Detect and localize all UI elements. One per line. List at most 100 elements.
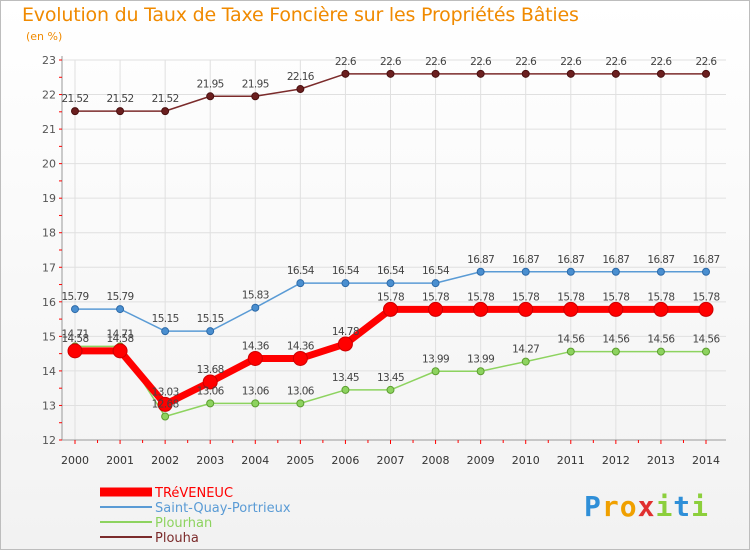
data-label: 16.87	[512, 254, 539, 266]
data-label: 21.52	[152, 93, 179, 105]
data-label: 22.16	[287, 71, 315, 83]
logo-letter: r	[601, 490, 620, 523]
data-label: 21.52	[61, 93, 88, 105]
data-label: 14.36	[287, 340, 315, 352]
data-label: 22.6	[605, 56, 627, 68]
data-point	[296, 279, 305, 288]
data-point	[476, 367, 485, 376]
data-label: 15.78	[467, 291, 494, 303]
data-label: 13.99	[422, 353, 449, 365]
x-tick-label: 2011	[557, 454, 585, 467]
logo-letter: i	[691, 490, 710, 523]
data-point	[206, 92, 215, 101]
data-label: 16.54	[332, 265, 360, 277]
data-label: 14.56	[602, 334, 630, 346]
logo-letter: t	[673, 490, 692, 523]
data-point	[251, 399, 260, 408]
y-tick-label: 16	[42, 296, 56, 309]
y-tick-label: 17	[42, 261, 56, 274]
data-label: 14.71	[107, 328, 134, 340]
data-label: 15.79	[107, 291, 134, 303]
data-point	[656, 69, 665, 78]
y-tick-label: 18	[42, 227, 56, 240]
data-point	[71, 305, 79, 314]
data-point	[611, 69, 620, 78]
data-label: 22.6	[560, 56, 582, 68]
data-point	[337, 336, 353, 352]
data-point	[702, 347, 710, 356]
data-point	[521, 69, 530, 78]
data-label: 22.6	[650, 56, 672, 68]
data-point	[251, 92, 260, 101]
data-point	[116, 107, 125, 116]
data-label: 13.68	[197, 364, 224, 376]
x-tick-label: 2013	[647, 454, 675, 467]
data-label: 15.79	[61, 291, 88, 303]
y-tick-label: 20	[42, 158, 56, 171]
data-point	[161, 107, 170, 116]
legend-entry: Saint-Quay-Portrieux	[155, 501, 291, 516]
data-point	[653, 301, 669, 317]
data-label: 16.54	[287, 265, 315, 277]
y-tick-label: 19	[42, 192, 56, 205]
data-point	[611, 267, 620, 276]
data-label: 13.03	[152, 386, 179, 398]
data-label: 14.78	[332, 326, 359, 338]
x-tick-label: 2010	[512, 454, 540, 467]
data-point	[161, 412, 170, 421]
data-point	[702, 267, 710, 276]
data-label: 12.68	[152, 399, 179, 411]
data-label: 14.58	[107, 333, 134, 345]
data-label: 15.78	[512, 291, 539, 303]
data-label: 22.6	[335, 56, 357, 68]
logo-letter: i	[655, 490, 674, 523]
data-point	[563, 301, 579, 317]
data-point	[247, 350, 263, 366]
data-point	[202, 374, 218, 390]
data-point	[476, 69, 485, 78]
data-label: 16.87	[692, 254, 719, 266]
data-label: 14.27	[512, 344, 539, 356]
data-point	[251, 303, 260, 312]
data-point	[431, 367, 440, 376]
x-tick-label: 2012	[602, 454, 630, 467]
data-label: 15.15	[152, 313, 179, 325]
data-label: 15.78	[557, 291, 584, 303]
x-tick-label: 2006	[331, 454, 359, 467]
data-label: 16.87	[557, 254, 584, 266]
data-label: 15.83	[242, 290, 269, 302]
y-axis-unit-label: (en %)	[26, 30, 63, 43]
data-label: 13.06	[242, 385, 270, 397]
chart-title: Evolution du Taux de Taxe Foncière sur l…	[22, 4, 579, 26]
data-point	[431, 279, 440, 288]
data-label: 15.78	[692, 291, 719, 303]
data-point	[518, 301, 534, 317]
data-label: 15.78	[422, 291, 449, 303]
x-tick-label: 2001	[106, 454, 134, 467]
data-point	[428, 301, 444, 317]
data-point	[473, 301, 489, 317]
data-label: 16.87	[602, 254, 629, 266]
data-point	[341, 385, 350, 394]
data-label: 22.6	[470, 56, 492, 68]
data-label: 13.06	[287, 385, 315, 397]
y-tick-label: 23	[42, 54, 56, 67]
data-point	[383, 301, 398, 317]
data-label: 16.87	[467, 254, 494, 266]
y-tick-label: 22	[42, 89, 56, 102]
data-point	[157, 396, 173, 412]
data-point	[386, 385, 395, 394]
logo-letter: o	[619, 490, 638, 523]
data-label: 13.06	[197, 385, 225, 397]
data-point	[698, 301, 714, 317]
data-point	[702, 69, 710, 78]
data-point	[386, 279, 395, 288]
x-tick-label: 2002	[151, 454, 179, 467]
data-label: 21.52	[107, 93, 134, 105]
data-point	[521, 267, 530, 276]
logo-letter: P	[584, 490, 602, 523]
data-label: 13.99	[467, 353, 494, 365]
data-label: 22.6	[696, 56, 718, 68]
